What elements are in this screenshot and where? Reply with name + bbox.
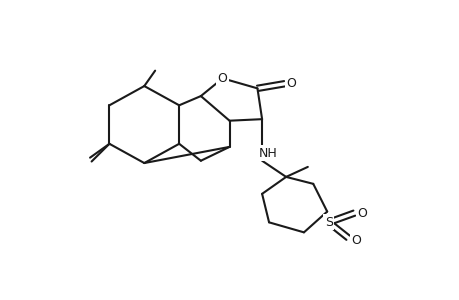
Text: NH: NH	[258, 146, 277, 160]
Text: O: O	[217, 72, 227, 85]
Text: O: O	[356, 207, 366, 220]
Text: O: O	[286, 77, 296, 90]
Text: O: O	[351, 233, 361, 247]
Text: S: S	[324, 216, 332, 229]
